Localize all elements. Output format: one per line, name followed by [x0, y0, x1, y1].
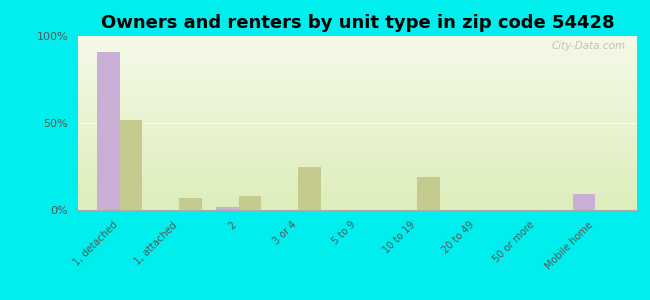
Bar — [97, 52, 120, 210]
Bar — [298, 167, 320, 210]
Bar — [120, 119, 142, 210]
Title: Owners and renters by unit type in zip code 54428: Owners and renters by unit type in zip c… — [101, 14, 614, 32]
Text: City-Data.com: City-Data.com — [552, 41, 626, 51]
Bar — [573, 194, 595, 210]
Bar — [239, 196, 261, 210]
Bar — [417, 177, 439, 210]
Bar — [216, 206, 239, 210]
Bar — [179, 198, 202, 210]
